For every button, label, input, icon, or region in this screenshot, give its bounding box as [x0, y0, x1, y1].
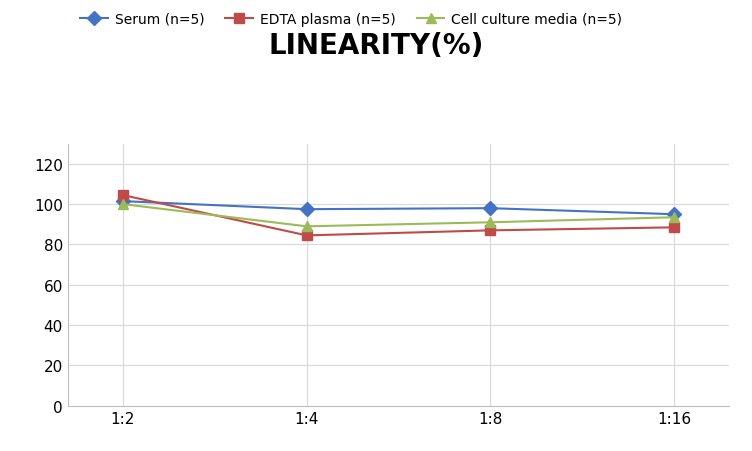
Serum (n=5) [486, 206, 495, 212]
Line: Cell culture media (n=5): Cell culture media (n=5) [118, 200, 679, 232]
Serum (n=5) [670, 212, 679, 217]
EDTA plasma (n=5) [486, 228, 495, 234]
Cell culture media (n=5) [670, 215, 679, 221]
Serum (n=5) [118, 199, 127, 204]
Cell culture media (n=5) [118, 202, 127, 207]
Legend: Serum (n=5), EDTA plasma (n=5), Cell culture media (n=5): Serum (n=5), EDTA plasma (n=5), Cell cul… [74, 7, 628, 32]
Line: EDTA plasma (n=5): EDTA plasma (n=5) [118, 191, 679, 241]
Text: LINEARITY(%): LINEARITY(%) [268, 32, 484, 60]
EDTA plasma (n=5) [670, 225, 679, 230]
Serum (n=5) [302, 207, 311, 212]
Line: Serum (n=5): Serum (n=5) [118, 197, 679, 220]
EDTA plasma (n=5) [118, 193, 127, 198]
EDTA plasma (n=5) [302, 233, 311, 239]
Cell culture media (n=5) [486, 220, 495, 226]
Cell culture media (n=5) [302, 224, 311, 230]
